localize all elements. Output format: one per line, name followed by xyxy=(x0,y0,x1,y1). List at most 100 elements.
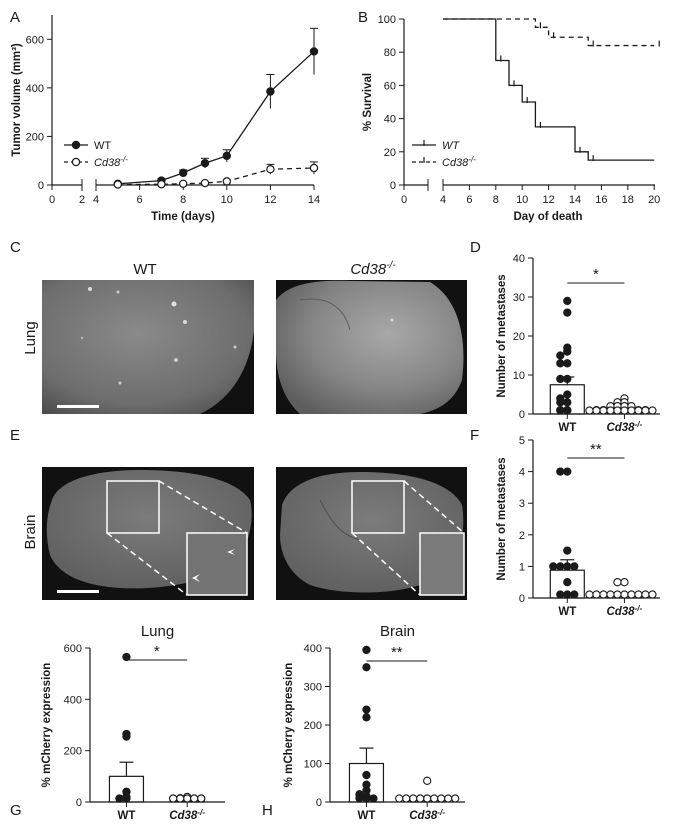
data-point xyxy=(641,590,650,599)
data-point xyxy=(362,705,371,714)
y-tick-label: 10 xyxy=(513,370,525,382)
data-point xyxy=(563,359,572,368)
x-tick-label: 0 xyxy=(401,194,407,206)
y-tick-label: 100 xyxy=(378,14,396,26)
x-tick-label-cd38-sup: -/- xyxy=(635,420,643,429)
significance-marker: ** xyxy=(391,644,403,661)
row-label-brain: Brain xyxy=(22,514,39,549)
y-tick-label: 40 xyxy=(384,114,396,126)
x-tick-label-wt: WT xyxy=(118,810,136,822)
micrograph-header-cd38: Cd38-/- xyxy=(350,260,396,278)
data-point xyxy=(556,374,565,384)
data-point xyxy=(178,179,188,188)
x-axis-label: Time (days) xyxy=(151,211,215,223)
x-tick-label: 10 xyxy=(221,194,233,206)
y-tick-label: 60 xyxy=(384,80,396,92)
y-tick-label: 200 xyxy=(304,720,322,732)
y-tick-label: 0 xyxy=(519,593,525,605)
data-point xyxy=(122,652,131,662)
scale-bar-lung xyxy=(57,405,99,408)
data-point xyxy=(369,794,378,803)
data-point xyxy=(563,390,572,399)
data-point xyxy=(606,590,615,599)
data-point xyxy=(437,794,446,803)
panel-letter-f: F xyxy=(470,427,479,444)
data-point xyxy=(627,406,636,415)
x-tick-label: 12 xyxy=(542,194,554,206)
data-point xyxy=(556,406,565,415)
data-point xyxy=(599,590,608,599)
inset-box-brain-cd38 xyxy=(351,480,405,534)
x-tick-label: 20 xyxy=(648,194,660,206)
inset-box-brain-wt xyxy=(106,480,160,534)
data-point xyxy=(613,406,622,415)
legend-label-cd38: Cd38-/- xyxy=(94,155,128,169)
data-point xyxy=(416,794,425,803)
data-point xyxy=(197,794,206,803)
legend-label-cd38-base: Cd38 xyxy=(442,157,469,169)
significance-marker: * xyxy=(593,266,599,283)
inset-zoom-brain-cd38 xyxy=(419,532,465,596)
data-point xyxy=(113,180,123,189)
data-point xyxy=(563,562,572,571)
data-point xyxy=(570,562,579,571)
y-tick-label: 100 xyxy=(304,759,322,771)
x-tick-label: 8 xyxy=(180,194,186,206)
micrograph-lung-cd38 xyxy=(276,280,467,414)
data-point xyxy=(362,645,371,655)
arrowhead-icon xyxy=(227,549,235,555)
data-point xyxy=(563,406,572,415)
y-tick-label: 3 xyxy=(519,498,525,510)
data-point xyxy=(556,590,565,599)
series-line-wt xyxy=(117,50,315,185)
micrograph-brain-cd38 xyxy=(276,467,467,600)
data-point xyxy=(563,590,572,599)
micrograph-header-cd38-base: Cd38 xyxy=(350,261,387,278)
x-tick-label: 6 xyxy=(466,194,472,206)
data-point xyxy=(627,590,636,599)
data-point xyxy=(634,590,643,599)
legend-label-cd38-base: Cd38 xyxy=(94,157,121,169)
y-axis-label: Tumor volume (mm³) xyxy=(11,43,23,157)
data-point xyxy=(169,794,178,803)
y-axis-label: % mCherry expression xyxy=(41,663,53,788)
micrograph-header-cd38-sup: -/- xyxy=(386,260,396,271)
data-point xyxy=(355,794,364,803)
x-tick-label-cd38-base: Cd38 xyxy=(169,810,198,822)
chart-h-brain-mcherry: 0 100 200 300 400 % mCherry expression Brain WT… xyxy=(283,623,465,822)
data-point xyxy=(563,546,572,555)
micrograph-brain-wt xyxy=(42,467,254,600)
legend-label-wt-base: WT xyxy=(442,140,460,152)
micrograph-header-wt: WT xyxy=(133,261,156,278)
panel-letter-a: A xyxy=(10,9,20,26)
panel-letter-e: E xyxy=(10,427,20,444)
data-point xyxy=(444,794,453,803)
chart-f-brain-metastases: 0 1 2 3 4 5 Number of metastases WT Cd38-/- ** xyxy=(496,435,660,618)
x-tick-label-cd38: Cd38-/- xyxy=(409,808,445,822)
y-tick-label: 1 xyxy=(519,561,525,573)
row-label-lung: Lung xyxy=(22,321,39,354)
legend-marker xyxy=(71,140,81,150)
x-tick-label: 8 xyxy=(493,194,499,206)
data-point xyxy=(556,351,565,360)
x-tick-label-cd38-sup: -/- xyxy=(197,808,205,817)
x-tick-label-cd38-base: Cd38 xyxy=(409,810,438,822)
data-point xyxy=(592,590,601,599)
data-point xyxy=(409,794,418,803)
data-point xyxy=(563,398,572,407)
scale-bar-brain xyxy=(57,590,99,593)
y-tick-label: 4 xyxy=(519,467,525,479)
x-tick-label-wt: WT xyxy=(558,606,576,618)
significance-marker: ** xyxy=(590,441,602,458)
x-tick-label: 4 xyxy=(93,194,99,206)
x-tick-label: 12 xyxy=(264,194,276,206)
data-point xyxy=(451,794,460,803)
y-tick-label: 0 xyxy=(316,797,322,809)
legend-label-wt: WT xyxy=(442,140,460,152)
data-point xyxy=(648,590,657,599)
survival-curve-cd38 xyxy=(443,18,655,47)
data-point xyxy=(200,158,210,168)
y-axis-label: Number of metastases xyxy=(496,274,508,397)
legend-marker xyxy=(71,157,81,167)
